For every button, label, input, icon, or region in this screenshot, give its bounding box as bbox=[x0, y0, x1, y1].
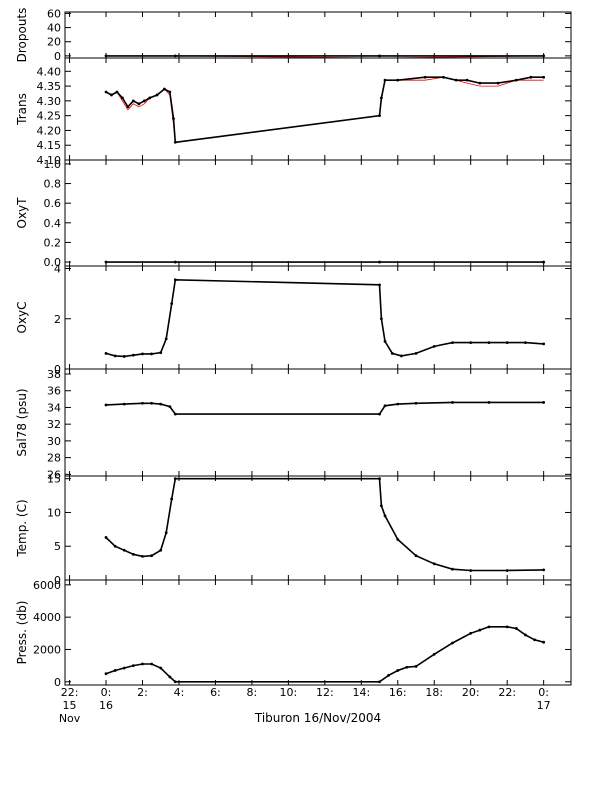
y-tick-label: 60 bbox=[47, 7, 61, 20]
y-axis-title-temp: Temp. (C) bbox=[15, 499, 29, 557]
y-tick-label: 4000 bbox=[33, 611, 61, 624]
y-tick-label: 0.8 bbox=[44, 178, 62, 191]
panel-frame bbox=[64, 11, 572, 59]
chart-panels: 0204060Dropouts4.104.154.204.254.304.354… bbox=[15, 7, 572, 689]
series-line-black bbox=[105, 401, 544, 415]
y-tick-label: 34 bbox=[47, 401, 61, 414]
series-points-black bbox=[104, 278, 546, 358]
x-tick-label: 0: 16 bbox=[99, 686, 113, 712]
series-points-black bbox=[104, 477, 546, 572]
x-axis-title: Tiburon 16/Nov/2004 bbox=[254, 711, 381, 725]
x-tick-label: 4: bbox=[174, 686, 185, 699]
y-tick-label: 4.25 bbox=[37, 110, 62, 123]
y-axis-title-dropouts: Dropouts bbox=[15, 8, 29, 63]
y-axis-title-sal78: Sal78 (psu) bbox=[15, 388, 29, 456]
series-line-red bbox=[105, 626, 544, 683]
y-tick-label: 5 bbox=[54, 540, 61, 553]
panel-frame bbox=[64, 57, 572, 161]
series-line-black bbox=[105, 76, 544, 144]
panel-frame bbox=[64, 579, 572, 686]
series-points-black bbox=[104, 625, 546, 684]
y-axis-title-trans: Trans bbox=[15, 93, 29, 126]
y-tick-label: 0 bbox=[54, 574, 61, 587]
y-tick-label: 4.30 bbox=[37, 95, 62, 108]
panel-oxyt: 0.0 0.2 0.4 0.6 0.8 1.0 OxyT bbox=[15, 158, 572, 269]
y-tick-label: 0.4 bbox=[44, 217, 62, 230]
panel-frame bbox=[64, 368, 572, 477]
y-tick-label: 0 bbox=[54, 50, 61, 63]
x-tick-label: 10: bbox=[280, 686, 298, 699]
series-line-black bbox=[105, 278, 544, 358]
series-line-black bbox=[105, 625, 544, 683]
y-tick-label: 4.35 bbox=[37, 80, 62, 93]
panel-trans: 4.10 4.15 4.204.25 4.30 4.35 4.40 Trans bbox=[15, 57, 572, 167]
x-tick-label: 2: bbox=[137, 686, 148, 699]
panel-press: 0 2000 4000 6000 Press. (db) bbox=[15, 579, 572, 689]
y-tick-label: 0.2 bbox=[44, 236, 62, 249]
x-tick-label: 8: bbox=[247, 686, 258, 699]
series-line-black bbox=[105, 477, 544, 572]
panel-oxyc: 0 2 4 OxyC bbox=[15, 263, 572, 376]
y-tick-label: 30 bbox=[47, 435, 61, 448]
series-line-red bbox=[105, 478, 544, 571]
x-tick-label: 14: bbox=[352, 686, 370, 699]
series-line-red bbox=[105, 279, 544, 357]
y-tick-label: 4.15 bbox=[37, 139, 62, 152]
y-tick-label: 15 bbox=[47, 473, 61, 486]
y-tick-label: 20 bbox=[47, 36, 61, 49]
y-tick-label: 36 bbox=[47, 385, 61, 398]
x-tick-label: 6: bbox=[210, 686, 221, 699]
y-tick-label: 4.40 bbox=[37, 65, 62, 78]
y-tick-label: 26 bbox=[47, 468, 61, 481]
y-tick-label: 38 bbox=[47, 368, 61, 381]
panel-frame bbox=[64, 475, 572, 581]
y-tick-label: 2000 bbox=[33, 643, 61, 656]
y-tick-label: 40 bbox=[47, 22, 61, 35]
y-axis-title-oxyt: OxyT bbox=[15, 197, 29, 229]
x-tick-label: 22: bbox=[498, 686, 516, 699]
x-tick-label: 12: bbox=[316, 686, 334, 699]
x-axis: 22: 15 Nov 0: 16 2: 4: 6: 8: 10: 12: 14: 16: 18: 20: 22… bbox=[59, 686, 551, 725]
y-tick-label: 4.20 bbox=[37, 124, 62, 137]
y-tick-label: 32 bbox=[47, 418, 61, 431]
y-tick-label: 1.0 bbox=[44, 158, 62, 171]
y-tick-label: 0.0 bbox=[44, 256, 62, 269]
y-tick-label: 6000 bbox=[33, 579, 61, 592]
y-tick-label: 2 bbox=[54, 313, 61, 326]
x-tick-label: 22: 15 Nov bbox=[59, 686, 81, 725]
y-tick-label: 0.6 bbox=[44, 197, 62, 210]
y-tick-label: 28 bbox=[47, 452, 61, 465]
panel-sal78: 26 28 30 32 34 36 38 Sal78 (psu) bbox=[15, 368, 572, 481]
y-axis-title-press: Press. (db) bbox=[15, 601, 29, 665]
y-tick-label: 0 bbox=[54, 676, 61, 689]
y-tick-label: 0 bbox=[54, 363, 61, 376]
y-tick-label: 4 bbox=[54, 263, 61, 276]
x-tick-label: 16: bbox=[389, 686, 407, 699]
x-tick-label: 20: bbox=[462, 686, 480, 699]
x-tick-label: 18: bbox=[425, 686, 443, 699]
y-tick-label: 10 bbox=[47, 506, 61, 519]
y-tick-label: 4.10 bbox=[37, 154, 62, 167]
y-axis-title-oxyc: OxyC bbox=[15, 301, 29, 333]
x-tick-label: 0: 17 bbox=[537, 686, 551, 712]
panel-frame bbox=[64, 159, 572, 267]
panel-temp: 0 5 10 15 Temp. (C) bbox=[15, 473, 572, 587]
